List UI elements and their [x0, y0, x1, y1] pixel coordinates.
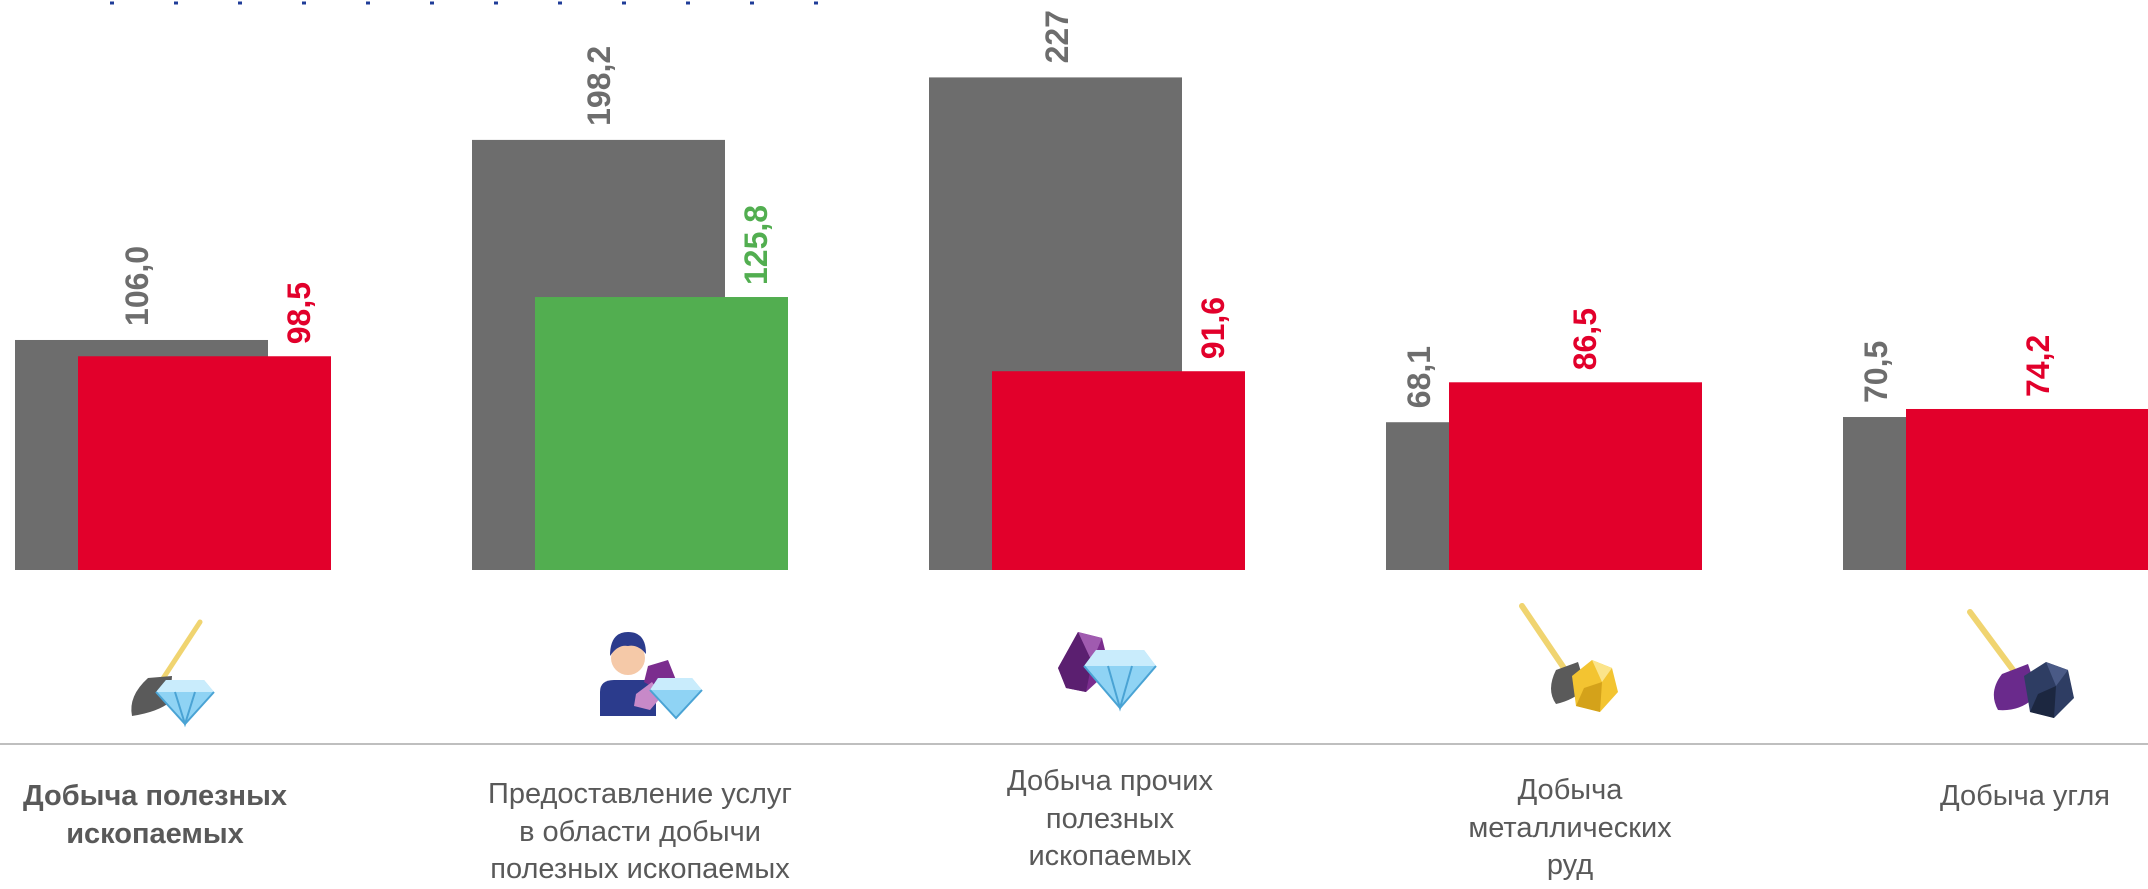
shovel-coal-icon	[1967, 609, 2074, 718]
bar-current-4	[1906, 408, 2148, 570]
data-label-current-4: 74,2	[2020, 335, 2056, 397]
data-label-current-2: 91,6	[1195, 297, 1231, 359]
category-label-metal-ores: Добыча металлических руд	[1468, 774, 1672, 882]
gems-icon	[1058, 632, 1157, 712]
bar-current-0	[78, 356, 331, 570]
bar-current-3	[1449, 382, 1702, 570]
shovel-diamond-icon	[131, 619, 215, 728]
shovel-gold-ore-icon	[1519, 603, 1618, 712]
category-label-mining-services: Предоставление услуг в области добычи по…	[488, 778, 792, 886]
data-label-current-1: 125,8	[738, 205, 774, 285]
data-label-current-3: 86,5	[1567, 308, 1603, 370]
bar-current-1	[535, 297, 788, 570]
category-label-other-minerals: Добыча прочих полезных ископаемых	[1007, 765, 1213, 873]
data-label-prev-1: 198,2	[581, 46, 617, 126]
category-label-coal: Добыча угля	[1940, 780, 2110, 812]
worker-gems-icon	[600, 632, 703, 720]
bars-group: 106,0 98,5 198,2 125,8 227 91,6 68,1 86,5 70,5 74…	[15, 10, 2148, 570]
data-label-prev-3: 68,1	[1401, 346, 1437, 408]
data-label-prev-2: 227	[1039, 10, 1075, 63]
data-label-prev-0: 106,0	[119, 246, 155, 326]
category-label-mining: Добыча полезных ископаемых	[23, 780, 287, 850]
bar-current-2	[992, 371, 1245, 570]
data-label-prev-4: 70,5	[1858, 341, 1894, 403]
data-label-current-0: 98,5	[281, 282, 317, 344]
